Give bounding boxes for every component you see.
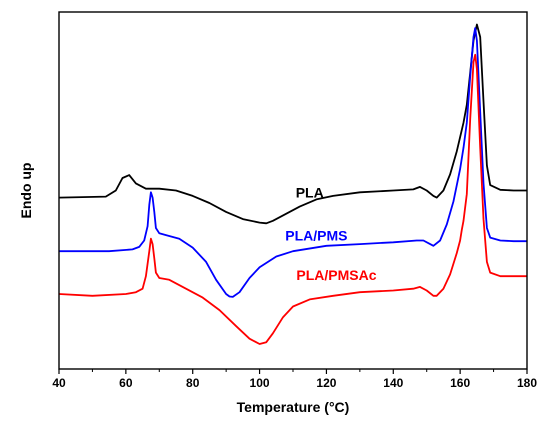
series-label-pla-pmsac: PLA/PMSAc	[296, 267, 376, 283]
series-label-pla-pms: PLA/PMS	[285, 227, 347, 243]
series-layer	[58, 23, 527, 345]
x-tick-label: 120	[316, 376, 336, 390]
series-line-pla-pms	[59, 27, 527, 298]
x-axis-title: Temperature (°C)	[237, 399, 350, 415]
series-labels: PLA PLA/PMS PLA/PMSAc	[285, 185, 376, 283]
y-axis-title: Endo up	[18, 163, 34, 219]
series-line-pla	[58, 23, 527, 225]
x-axis-ticks: 40 60 80 100 120 140 160 180	[52, 369, 537, 390]
x-tick-label: 40	[52, 376, 66, 390]
x-tick-label: 100	[250, 376, 270, 390]
x-tick-label: 80	[186, 376, 200, 390]
series-label-pla: PLA	[296, 185, 324, 201]
x-tick-label: 160	[450, 376, 470, 390]
series-line-pla-pmsac	[58, 53, 527, 345]
x-tick-label: 140	[383, 376, 403, 390]
x-tick-label: 180	[517, 376, 537, 390]
x-tick-label: 60	[119, 376, 133, 390]
plot-area-frame	[58, 11, 528, 370]
